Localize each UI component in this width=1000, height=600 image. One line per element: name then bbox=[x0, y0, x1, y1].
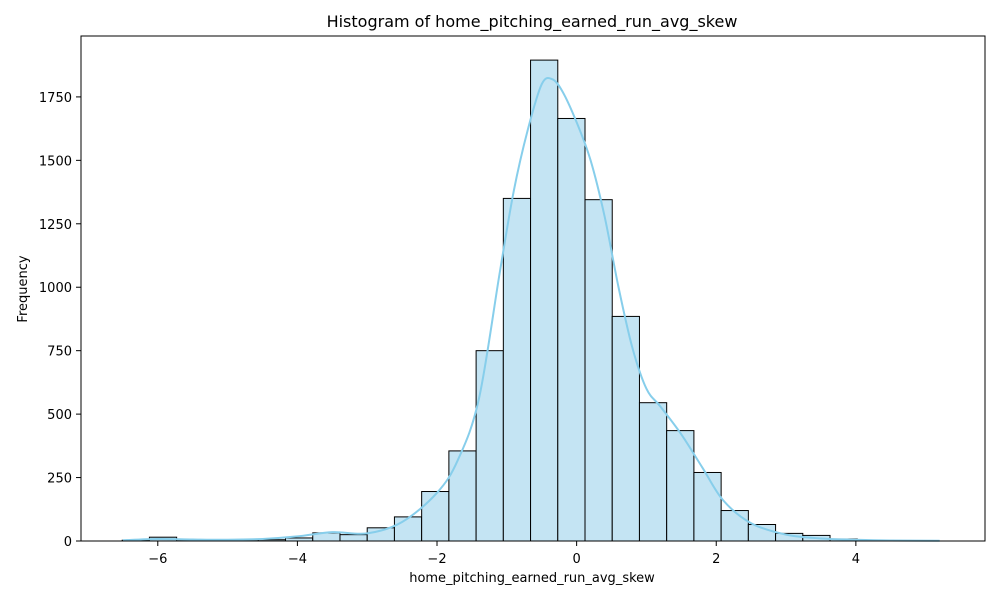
x-tick-label: 0 bbox=[572, 552, 580, 567]
histogram-bar bbox=[448, 450, 477, 542]
histogram-bar bbox=[339, 534, 368, 542]
x-tick-label: 4 bbox=[852, 552, 860, 567]
histogram-bar bbox=[530, 59, 559, 542]
chart-title: Histogram of home_pitching_earned_run_av… bbox=[327, 12, 738, 32]
y-tick-label: 1000 bbox=[39, 281, 72, 296]
histogram-bar bbox=[557, 117, 586, 542]
histogram-bar bbox=[584, 199, 613, 542]
x-axis: −6 −4 −2 0 2 4 bbox=[148, 541, 860, 567]
x-tick-label: −4 bbox=[288, 552, 307, 567]
plot-area-frame bbox=[80, 35, 986, 542]
y-tick-label: 1250 bbox=[39, 218, 72, 233]
histogram-bar bbox=[693, 471, 722, 542]
histogram-bar bbox=[421, 491, 450, 542]
y-tick-label: 1750 bbox=[39, 91, 72, 106]
x-axis-label: home_pitching_earned_run_avg_skew bbox=[409, 571, 655, 586]
y-tick-label: 750 bbox=[47, 345, 72, 360]
y-tick-label: 250 bbox=[47, 472, 72, 487]
histogram-bar bbox=[720, 510, 749, 542]
histogram-bar bbox=[611, 315, 640, 542]
histogram-bar bbox=[502, 197, 532, 542]
histogram-bars bbox=[121, 59, 940, 542]
y-tick-label: 500 bbox=[47, 408, 72, 423]
y-axis-label: Frequency bbox=[16, 255, 31, 322]
histogram-bar bbox=[638, 402, 668, 542]
histogram-bar bbox=[393, 516, 423, 542]
y-tick-label: 0 bbox=[64, 535, 72, 550]
y-axis: 0 250 500 750 1000 1250 1500 1750 bbox=[39, 91, 81, 550]
x-tick-label: 2 bbox=[712, 552, 720, 567]
x-tick-label: −2 bbox=[427, 552, 446, 567]
kde-line bbox=[122, 76, 940, 542]
histogram-bar bbox=[475, 350, 504, 542]
histogram-bar bbox=[666, 430, 695, 542]
y-tick-label: 1500 bbox=[39, 154, 72, 169]
x-tick-label: −6 bbox=[148, 552, 167, 567]
